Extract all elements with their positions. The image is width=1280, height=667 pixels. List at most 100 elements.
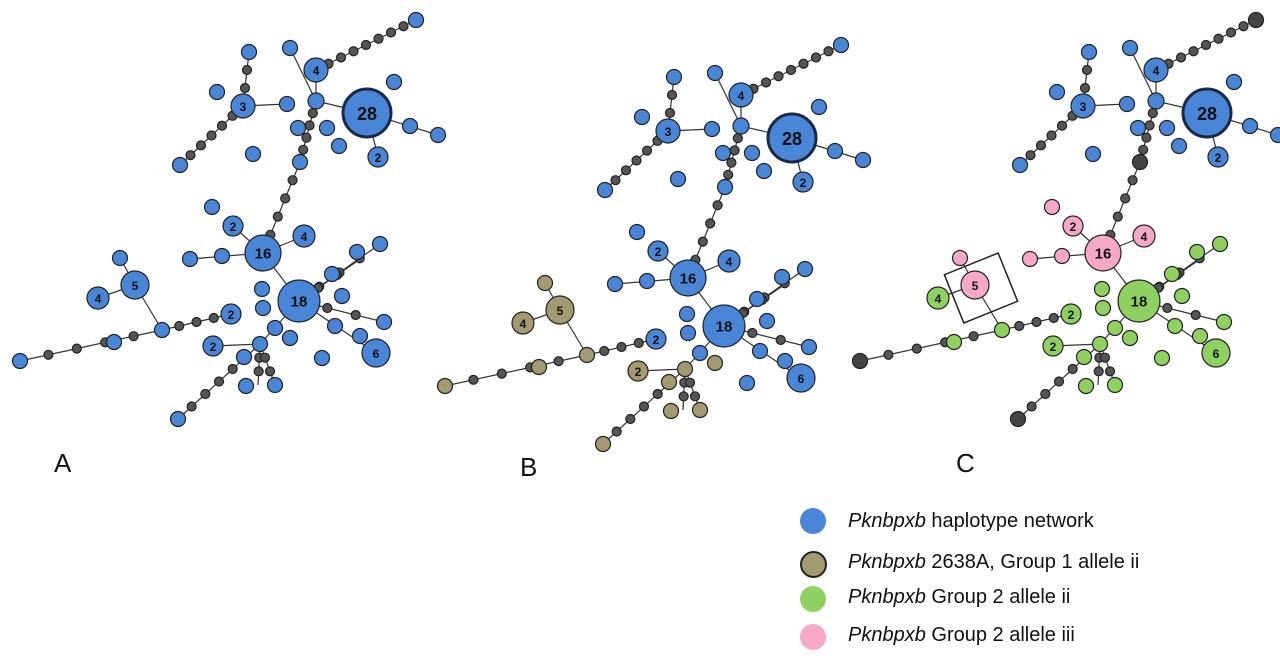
haplotype-node — [681, 326, 696, 341]
median-vector-node — [600, 347, 609, 356]
median-vector-node — [1142, 133, 1151, 142]
haplotype-node — [757, 164, 772, 179]
node-count-label: 2 — [1068, 308, 1075, 322]
median-vector-node — [215, 377, 224, 386]
median-vector-node — [175, 322, 184, 331]
haplotype-node — [1165, 267, 1180, 282]
haplotype-node — [802, 340, 817, 355]
median-vector-node — [1015, 322, 1024, 331]
median-vector-node — [266, 367, 275, 376]
median-vector-node — [399, 22, 408, 31]
node-count-label: 3 — [240, 100, 247, 114]
node-count-label: 2 — [653, 333, 660, 347]
median-vector-node — [686, 378, 695, 387]
node-count-label: 2 — [210, 340, 217, 354]
haplotype-node — [693, 403, 708, 418]
node-count-label: 5 — [132, 279, 139, 293]
node-count-label: 2 — [228, 308, 235, 322]
median-vector-node — [337, 53, 346, 62]
median-vector-node — [632, 156, 641, 165]
haplotype-node — [1148, 93, 1164, 109]
legend-item: Pknbpxb Group 2 allele ii — [800, 584, 1270, 624]
haplotype-node — [775, 270, 790, 285]
median-vector-node — [1189, 47, 1198, 56]
haplotype-node — [315, 351, 330, 366]
haplotype-node — [205, 200, 220, 215]
node-count-label: 2 — [635, 365, 642, 379]
haplotype-node — [853, 354, 868, 369]
haplotype-node — [580, 348, 595, 363]
haplotype-node — [596, 437, 611, 452]
node-count-label: 4 — [313, 64, 320, 78]
haplotype-node — [255, 282, 270, 297]
haplotype-node — [291, 121, 306, 136]
network-edge — [20, 330, 162, 361]
node-count-label: 28 — [1197, 104, 1217, 124]
haplotype-node — [630, 225, 645, 240]
median-vector-node — [186, 151, 195, 160]
haplotype-node — [856, 153, 871, 168]
haplotype-node — [268, 378, 283, 393]
haplotype-node — [1168, 319, 1183, 334]
haplotype-node — [1050, 85, 1065, 100]
median-vector-node — [374, 34, 383, 43]
haplotype-node — [1123, 41, 1138, 56]
median-vector-node — [762, 78, 771, 87]
median-vector-node — [254, 367, 263, 376]
haplotype-node — [778, 354, 793, 369]
haplotype-node — [409, 13, 424, 28]
haplotype-node — [353, 329, 368, 344]
median-vector-node — [207, 131, 216, 140]
median-vector-node — [698, 237, 707, 246]
median-vector-node — [72, 344, 81, 353]
haplotype-node — [798, 262, 813, 277]
median-vector-node — [1058, 121, 1067, 130]
node-count-label: 6 — [373, 347, 380, 361]
median-vector-node — [691, 392, 700, 401]
haplotype-node — [283, 331, 298, 346]
median-vector-node — [1055, 377, 1064, 386]
haplotype-node — [173, 158, 188, 173]
haplotype-node — [716, 146, 731, 161]
median-vector-node — [643, 146, 652, 155]
haplotype-node — [740, 376, 755, 391]
haplotype-node — [662, 375, 677, 390]
haplotype-node — [335, 289, 350, 304]
haplotype-node — [1079, 379, 1094, 394]
median-vector-node — [611, 176, 620, 185]
median-vector-node — [969, 332, 978, 341]
haplotype-node — [13, 354, 28, 369]
median-vector-node — [1239, 22, 1248, 31]
haplotype-node — [678, 362, 693, 377]
haplotype-node — [708, 66, 723, 81]
node-count-label: 28 — [782, 129, 802, 149]
node-count-label: 5 — [972, 279, 979, 293]
haplotype-node — [1082, 45, 1097, 60]
haplotype-node — [640, 274, 655, 289]
median-vector-node — [617, 343, 626, 352]
median-vector-node — [1128, 176, 1137, 185]
haplotype-node — [155, 323, 170, 338]
haplotype-node — [256, 301, 271, 316]
node-count-label: 2 — [1215, 151, 1222, 165]
node-count-label: 4 — [95, 292, 102, 306]
node-count-label: 4 — [1141, 230, 1148, 244]
haplotype-node — [1227, 75, 1242, 90]
node-count-label: 3 — [665, 125, 672, 139]
node-count-label: 4 — [520, 317, 527, 331]
median-vector-node — [497, 369, 506, 378]
haplotype-node — [671, 172, 686, 187]
haplotype-node — [242, 45, 257, 60]
legend-label: Pknbpxb haplotype network — [848, 510, 1094, 533]
haplotype-node — [1093, 337, 1108, 352]
median-vector-node — [640, 402, 649, 411]
haplotype-node — [1172, 139, 1187, 154]
median-vector-node — [288, 176, 297, 185]
haplotype-node — [1045, 200, 1060, 215]
haplotype-node — [705, 122, 720, 137]
median-vector-node — [1027, 402, 1036, 411]
median-vector-node — [713, 201, 722, 210]
node-count-label: 6 — [798, 372, 805, 386]
haplotype-node — [753, 344, 768, 359]
node-count-label: 4 — [726, 255, 733, 269]
